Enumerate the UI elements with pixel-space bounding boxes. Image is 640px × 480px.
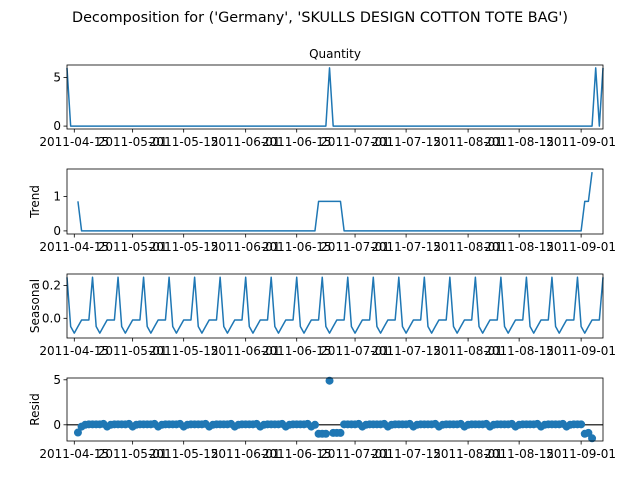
- resid-point: [577, 420, 586, 429]
- seasonal-line: [66, 276, 604, 334]
- resid-point: [336, 428, 345, 437]
- x-tick-label: 2011-08-15: [484, 344, 554, 358]
- x-tick-label: 2011-05-15: [149, 135, 219, 149]
- x-tick-label: 2011-05-15: [149, 240, 219, 254]
- x-tick-label: 2011-04-15: [39, 344, 109, 358]
- axes-frame: [66, 273, 604, 339]
- y-axis-label: Resid: [28, 393, 42, 425]
- x-tick-label: 2011-07-01: [320, 344, 390, 358]
- resid-point: [325, 376, 334, 385]
- y-axis-label: Trend: [28, 185, 42, 219]
- x-tick-label: 2011-08-15: [484, 447, 554, 461]
- panel-4: Resid 052011-04-152011-05-012011-05-15201…: [28, 373, 616, 461]
- y-tick-label: 5: [53, 71, 61, 85]
- x-tick-label: 2011-05-01: [98, 135, 168, 149]
- y-tick-label: 5: [53, 373, 61, 387]
- series-line: [77, 172, 593, 232]
- axes-frame: [66, 377, 604, 442]
- x-tick-label: 2011-08-01: [433, 447, 503, 461]
- x-tick-label: 2011-05-15: [149, 447, 219, 461]
- panels: Quantity052011-04-152011-05-012011-05-15…: [28, 47, 616, 461]
- resid-point: [310, 420, 319, 429]
- y-tick-label: 0.2: [42, 278, 61, 292]
- axes-frame: [66, 64, 604, 130]
- x-tick-label: 2011-04-15: [39, 135, 109, 149]
- x-tick-label: 2011-09-01: [546, 240, 616, 254]
- x-tick-label: 2011-06-15: [262, 344, 332, 358]
- panel-1: Quantity 0 5 2011-04-152011-05-012011-05-15…: [39, 47, 616, 149]
- resid-point: [73, 428, 82, 437]
- x-tick-label: 2011-06-15: [262, 447, 332, 461]
- y-tick-label: 0: [53, 119, 61, 133]
- x-tick-label: 2011-07-15: [371, 240, 441, 254]
- x-tick-label: 2011-05-01: [98, 240, 168, 254]
- x-tick-label: 2011-05-15: [149, 344, 219, 358]
- x-tick-label: 2011-09-01: [546, 344, 616, 358]
- x-tick-label: 2011-06-01: [211, 135, 281, 149]
- x-tick-label: 2011-07-15: [371, 447, 441, 461]
- x-tick-label: 2011-04-15: [39, 240, 109, 254]
- x-tick-label: 2011-08-01: [433, 344, 503, 358]
- panel-3: Seasonal 0.00.22011-04-152011-05-012011-0…: [28, 273, 616, 358]
- x-tick-label: 2011-08-01: [433, 240, 503, 254]
- x-tick-label: 2011-06-15: [262, 135, 332, 149]
- x-tick-label: 2011-07-15: [371, 344, 441, 358]
- y-tick-label: 0: [53, 224, 61, 238]
- x-tick-label: 2011-07-01: [320, 240, 390, 254]
- x-tick-label: 2011-06-15: [262, 240, 332, 254]
- series-line: [66, 67, 604, 127]
- figure-title: Decomposition for ('Germany', 'SKULLS DE…: [72, 10, 568, 26]
- x-tick-label: 2011-09-01: [546, 135, 616, 149]
- panel-2: Trend012011-04-152011-05-012011-05-15201…: [28, 168, 616, 254]
- y-tick-label: 0.0: [42, 311, 61, 325]
- x-tick-label: 2011-07-01: [320, 135, 390, 149]
- x-tick-label: 2011-09-01: [546, 447, 616, 461]
- panel-title: Quantity: [309, 47, 361, 61]
- x-tick-label: 2011-04-15: [39, 447, 109, 461]
- resid-point: [321, 429, 330, 438]
- x-tick-label: 2011-05-01: [98, 344, 168, 358]
- x-tick-label: 2011-06-01: [211, 447, 281, 461]
- x-tick-label: 2011-05-01: [98, 447, 168, 461]
- x-tick-label: 2011-06-01: [211, 344, 281, 358]
- x-tick-label: 2011-08-01: [433, 135, 503, 149]
- y-axis-label: Seasonal: [28, 279, 42, 333]
- y-tick-label: 1: [53, 190, 61, 204]
- y-tick-label: 0: [53, 418, 61, 432]
- x-tick-label: 2011-08-15: [484, 135, 554, 149]
- x-tick-label: 2011-07-01: [320, 447, 390, 461]
- axes-frame: [66, 168, 604, 235]
- x-tick-label: 2011-07-15: [371, 135, 441, 149]
- x-tick-label: 2011-08-15: [484, 240, 554, 254]
- resid-point: [588, 434, 597, 443]
- x-tick-label: 2011-06-01: [211, 240, 281, 254]
